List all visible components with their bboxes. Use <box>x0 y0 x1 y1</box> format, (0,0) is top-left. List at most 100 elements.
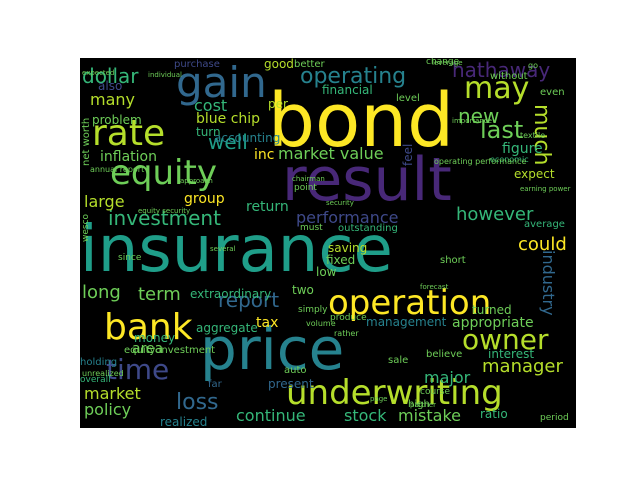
word: volume <box>306 319 336 328</box>
word: even <box>540 87 565 98</box>
word: overall <box>80 375 111 385</box>
word: appropriate <box>452 315 534 331</box>
word: annual report <box>90 165 145 174</box>
word: time <box>106 353 170 386</box>
word: inflation <box>100 149 157 165</box>
word: market <box>84 384 141 403</box>
word: insurance <box>80 213 393 287</box>
word: long <box>82 282 121 303</box>
word: tax <box>256 315 279 331</box>
word: term <box>138 284 181 305</box>
word: result <box>282 145 452 215</box>
word: many <box>90 90 135 109</box>
word: several <box>210 245 236 253</box>
word: price <box>200 315 345 383</box>
word: also <box>98 79 123 93</box>
word: bond <box>268 78 455 164</box>
word: present <box>268 377 314 391</box>
word: good <box>264 58 294 71</box>
word: high <box>408 399 430 410</box>
word: rate <box>92 113 166 154</box>
word: performance <box>296 208 399 227</box>
word: cost <box>194 96 228 115</box>
word: produce <box>330 313 367 323</box>
word: equity investment <box>124 345 216 356</box>
word: rather <box>334 329 359 338</box>
word: bank <box>104 307 193 348</box>
word: mistake <box>398 406 461 425</box>
word: however <box>456 204 534 225</box>
word: purchase <box>174 59 220 70</box>
word: large <box>84 192 125 211</box>
word: market value <box>278 144 384 163</box>
word: blue chip <box>196 111 261 127</box>
word: feel <box>401 143 415 166</box>
word: course <box>420 387 451 397</box>
word: return <box>246 199 289 215</box>
word: per <box>268 97 288 111</box>
word: loss <box>176 390 219 415</box>
word: wesco <box>81 213 91 242</box>
word: financial <box>322 83 373 97</box>
word: operating <box>300 64 407 89</box>
word: approach <box>180 177 213 185</box>
word: two <box>292 283 314 297</box>
word: leverage <box>432 59 463 67</box>
word: page <box>370 395 388 403</box>
word: security <box>326 199 354 207</box>
word: equity <box>110 153 217 193</box>
word: could <box>518 234 567 255</box>
word: accounting <box>214 131 281 145</box>
word: far <box>208 379 222 390</box>
word: owner <box>462 323 549 356</box>
word: believe <box>426 349 463 360</box>
word: low <box>316 265 337 279</box>
word: ratio <box>480 407 508 421</box>
word: may <box>464 71 530 106</box>
word: simply <box>298 305 328 315</box>
word: gain <box>176 58 267 107</box>
word: stock <box>344 406 387 425</box>
word: dollar <box>82 64 139 88</box>
word: forecast <box>420 283 449 291</box>
word: auto <box>284 365 307 376</box>
word: problem <box>92 113 142 127</box>
word: saving <box>328 241 368 255</box>
word: realized <box>160 415 208 428</box>
word: period <box>540 413 569 423</box>
word: partner <box>410 401 436 409</box>
word: point <box>294 183 317 193</box>
word: must <box>300 223 323 233</box>
word: operation <box>328 283 492 323</box>
word: holding <box>80 357 118 368</box>
word: importance <box>452 117 492 125</box>
word: economic <box>490 155 529 164</box>
word: equity security <box>138 207 191 215</box>
word: hathaway <box>452 58 551 82</box>
word: turn <box>196 125 221 139</box>
word: aggregate <box>196 321 258 335</box>
word: interest <box>488 347 535 361</box>
word: expected <box>82 69 115 77</box>
word: short <box>440 255 466 266</box>
word: operating performance <box>434 157 527 166</box>
word: go <box>528 61 538 70</box>
word: net worth <box>81 117 92 166</box>
word: report <box>218 288 280 312</box>
word: well <box>208 130 248 154</box>
word: policy <box>84 400 132 419</box>
word: group <box>184 191 225 207</box>
word: without <box>490 71 528 82</box>
word: investment <box>108 206 221 230</box>
word: since <box>118 253 142 263</box>
word: underwriting <box>286 373 503 413</box>
word: industry <box>539 250 558 316</box>
word: management <box>366 315 447 329</box>
word: change <box>426 58 460 67</box>
word: chairman <box>292 175 325 183</box>
word: continue <box>236 406 306 425</box>
word: earning power <box>520 185 571 193</box>
word: average <box>524 219 565 230</box>
word: better <box>294 59 325 70</box>
word: extraordinary <box>190 287 272 301</box>
